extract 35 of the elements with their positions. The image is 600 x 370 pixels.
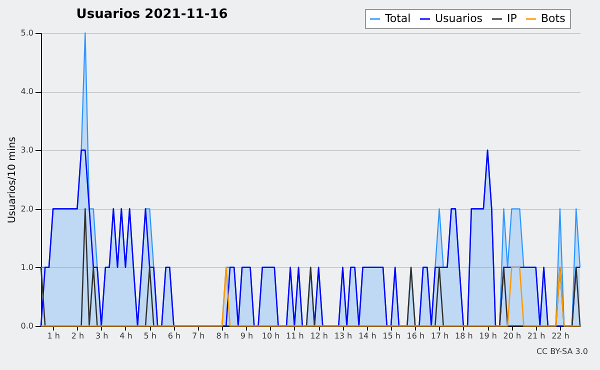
legend-label: IP <box>507 12 518 25</box>
text: CC BY-SA 3.0 <box>536 347 588 356</box>
x-tick-label: 11 h <box>286 332 304 340</box>
legend-label: Usuarios <box>435 12 483 25</box>
x-tick-label: 2 h <box>71 332 84 340</box>
y-tick-label: 4.0 <box>20 87 34 96</box>
legend-label: Total <box>384 12 411 25</box>
x-tick-label: 8 h <box>216 332 229 340</box>
x-tick-label: 4 h <box>120 332 132 340</box>
x-tick-label: 18 h <box>455 332 473 340</box>
x-tick-label: 10 h <box>262 332 280 340</box>
x-tick-label: 21 h <box>527 332 546 340</box>
x-tick-label: 3 h <box>95 332 108 340</box>
legend-label: Bots <box>541 12 566 25</box>
y-tick-label: 5.0 <box>20 28 34 38</box>
x-tick-label: 22 h <box>552 332 570 340</box>
x-tick-label: 5 h <box>144 332 156 340</box>
x-tick-label: 20 h <box>503 332 522 340</box>
x-tick-label: 13 h <box>334 332 352 340</box>
x-tick-label: 19 h <box>479 332 497 340</box>
y-tick-label: 0.0 <box>20 322 34 330</box>
chart-title: Usuarios 2021-11-16 <box>76 7 228 22</box>
x-tick-label: 14 h <box>358 332 376 340</box>
x-tick-label: 7 h <box>192 332 205 340</box>
y-tick-label: 1.0 <box>20 262 34 272</box>
y-axis-title: Usuarios/10 mins <box>6 136 18 224</box>
x-tick-label: 17 h <box>430 332 449 340</box>
y-tick-label: 3.0 <box>20 146 34 155</box>
x-tick-label: 6 h <box>168 332 181 340</box>
x-tick-label: 9 h <box>240 332 254 340</box>
x-tick-label: 1 h <box>47 332 60 340</box>
x-tick-label: 15 h <box>382 332 400 340</box>
x-tick-label: 16 h <box>406 332 425 340</box>
x-tick-label: 12 h <box>310 332 328 340</box>
y-tick-label: 2.0 <box>20 204 34 214</box>
